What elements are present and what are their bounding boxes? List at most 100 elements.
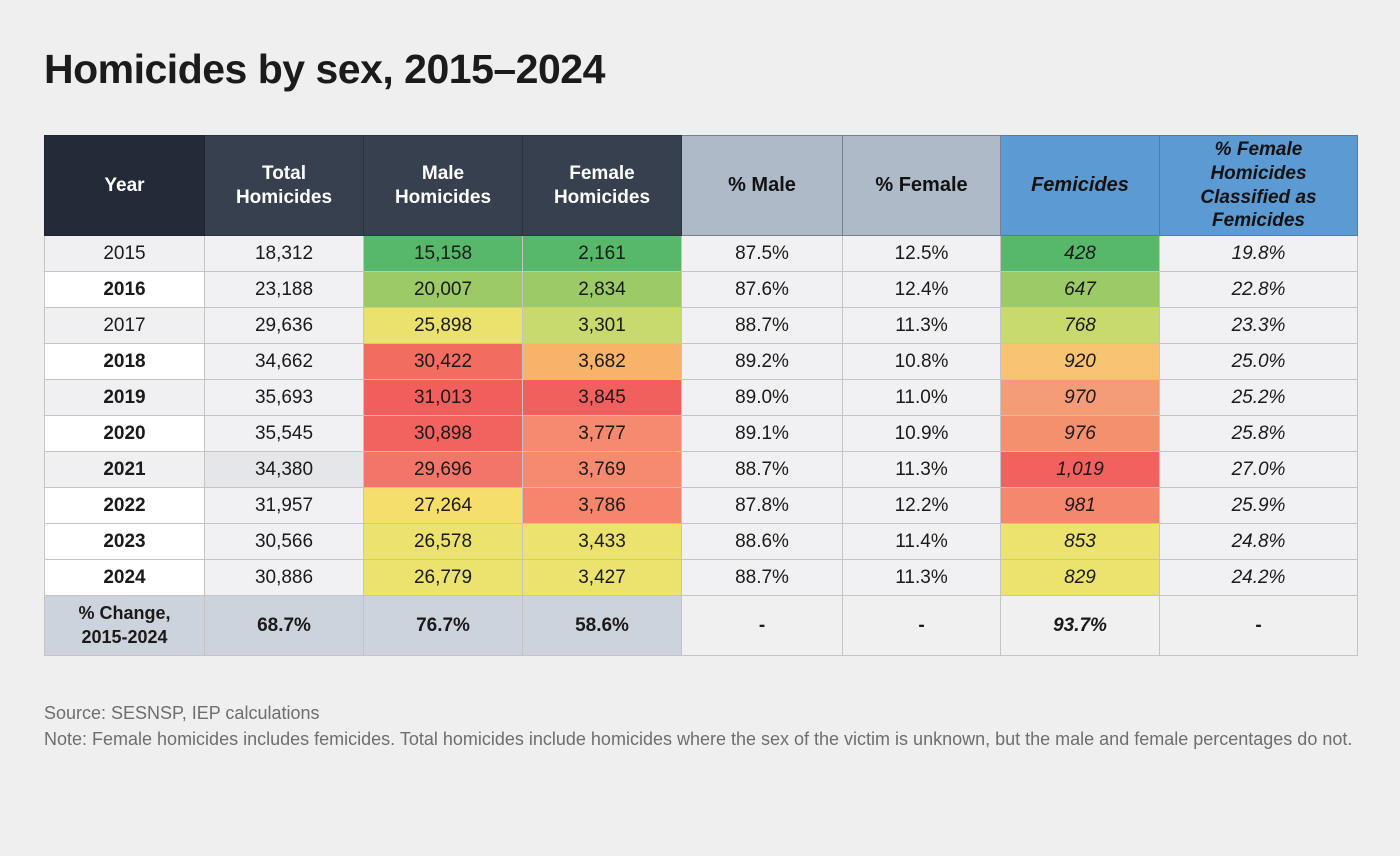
femicides-cell: 976 — [1000, 415, 1160, 452]
male-cell: 26,578 — [363, 523, 523, 560]
col-header-male-homicides: Male Homicides — [363, 135, 523, 236]
header-row: Year Total Homicides Male Homicides Fema… — [44, 135, 1358, 236]
female-cell: 3,427 — [522, 559, 682, 596]
male-cell: 30,422 — [363, 343, 523, 380]
pct-female-cell: 11.0% — [842, 379, 1001, 416]
pct-femicides-cell: 25.8% — [1159, 415, 1358, 452]
table-row: 2019 35,693 31,013 3,845 89.0% 11.0% 970 25.2% — [44, 379, 1358, 416]
total-cell: 34,380 — [204, 451, 364, 488]
male-cell: 31,013 — [363, 379, 523, 416]
table-row: 2015 18,312 15,158 2,161 87.5% 12.5% 428 19.8% — [44, 235, 1358, 272]
pct-femicides-cell: 25.0% — [1159, 343, 1358, 380]
pct-male-cell: 87.6% — [681, 271, 843, 308]
table-row: 2023 30,566 26,578 3,433 88.6% 11.4% 853 24.8% — [44, 523, 1358, 560]
pct-male-cell: 87.8% — [681, 487, 843, 524]
female-cell: 3,301 — [522, 307, 682, 344]
total-cell: 34,662 — [204, 343, 364, 380]
year-cell: 2018 — [44, 343, 205, 380]
male-cell: 25,898 — [363, 307, 523, 344]
col-header-pct-female: % Female — [842, 135, 1001, 236]
year-cell: 2017 — [44, 307, 205, 344]
pct-female-cell: 12.2% — [842, 487, 1001, 524]
year-cell: 2023 — [44, 523, 205, 560]
pct-female-cell: 10.8% — [842, 343, 1001, 380]
pct-female-cell: 10.9% — [842, 415, 1001, 452]
table-row: 2022 31,957 27,264 3,786 87.8% 12.2% 981 25.9% — [44, 487, 1358, 524]
pct-femicides-cell: 23.3% — [1159, 307, 1358, 344]
female-cell: 3,682 — [522, 343, 682, 380]
table-row: 2021 34,380 29,696 3,769 88.7% 11.3% 1,019 27.0… — [44, 451, 1358, 488]
female-cell: 3,769 — [522, 451, 682, 488]
total-cell: 35,693 — [204, 379, 364, 416]
col-header-total-homicides: Total Homicides — [204, 135, 364, 236]
femicides-cell: 920 — [1000, 343, 1160, 380]
col-header-pct-female-homicides-classified: % Female Homicides Classified as Femicid… — [1159, 135, 1358, 236]
pct-femicides-cell: 27.0% — [1159, 451, 1358, 488]
male-cell: 27,264 — [363, 487, 523, 524]
pct-female-cell: 12.4% — [842, 271, 1001, 308]
year-cell: 2020 — [44, 415, 205, 452]
table-row: 2016 23,188 20,007 2,834 87.6% 12.4% 647 22.8% — [44, 271, 1358, 308]
total-cell: 18,312 — [204, 235, 364, 272]
femicides-cell: 768 — [1000, 307, 1160, 344]
female-cell: 3,433 — [522, 523, 682, 560]
change-label-cell: % Change, 2015-2024 — [44, 595, 205, 656]
pct-femicides-cell: 24.8% — [1159, 523, 1358, 560]
pct-female-cell: 11.3% — [842, 559, 1001, 596]
change-row: % Change, 2015-2024 68.7% 76.7% 58.6% - … — [44, 595, 1358, 656]
femicides-cell: 428 — [1000, 235, 1160, 272]
year-cell: 2019 — [44, 379, 205, 416]
page: Homicides by sex, 2015–2024 Year Total H… — [0, 46, 1400, 752]
change-female-cell: 58.6% — [522, 595, 682, 656]
femicides-cell: 829 — [1000, 559, 1160, 596]
change-pct-femicides-cell: - — [1159, 595, 1358, 656]
methodology-note: Note: Female homicides includes femicide… — [44, 729, 1353, 749]
female-cell: 2,161 — [522, 235, 682, 272]
pct-male-cell: 89.1% — [681, 415, 843, 452]
female-cell: 3,777 — [522, 415, 682, 452]
change-male-cell: 76.7% — [363, 595, 523, 656]
pct-male-cell: 87.5% — [681, 235, 843, 272]
pct-femicides-cell: 19.8% — [1159, 235, 1358, 272]
year-cell: 2024 — [44, 559, 205, 596]
col-header-femicides: Femicides — [1000, 135, 1160, 236]
male-cell: 26,779 — [363, 559, 523, 596]
change-pct-female-cell: - — [842, 595, 1001, 656]
table-row: 2020 35,545 30,898 3,777 89.1% 10.9% 976 25.8% — [44, 415, 1358, 452]
homicides-by-sex-table: Year Total Homicides Male Homicides Fema… — [44, 135, 1358, 656]
year-cell: 2022 — [44, 487, 205, 524]
col-header-female-homicides: Female Homicides — [522, 135, 682, 236]
pct-femicides-cell: 25.2% — [1159, 379, 1358, 416]
change-femicides-cell: 93.7% — [1000, 595, 1160, 656]
pct-male-cell: 88.7% — [681, 307, 843, 344]
total-cell: 29,636 — [204, 307, 364, 344]
pct-male-cell: 88.7% — [681, 559, 843, 596]
pct-male-cell: 88.6% — [681, 523, 843, 560]
male-cell: 29,696 — [363, 451, 523, 488]
change-total-cell: 68.7% — [204, 595, 364, 656]
male-cell: 20,007 — [363, 271, 523, 308]
pct-female-cell: 12.5% — [842, 235, 1001, 272]
pct-female-cell: 11.4% — [842, 523, 1001, 560]
total-cell: 30,886 — [204, 559, 364, 596]
table-row: 2024 30,886 26,779 3,427 88.7% 11.3% 829 24.2% — [44, 559, 1358, 596]
female-cell: 2,834 — [522, 271, 682, 308]
femicides-cell: 853 — [1000, 523, 1160, 560]
total-cell: 35,545 — [204, 415, 364, 452]
male-cell: 30,898 — [363, 415, 523, 452]
pct-femicides-cell: 24.2% — [1159, 559, 1358, 596]
total-cell: 23,188 — [204, 271, 364, 308]
col-header-year: Year — [44, 135, 205, 236]
pct-femicides-cell: 25.9% — [1159, 487, 1358, 524]
table-body: 2015 18,312 15,158 2,161 87.5% 12.5% 428 19.8% 2… — [44, 235, 1358, 596]
total-cell: 31,957 — [204, 487, 364, 524]
male-cell: 15,158 — [363, 235, 523, 272]
femicides-cell: 647 — [1000, 271, 1160, 308]
source-note: Source: SESNSP, IEP calculations — [44, 703, 320, 723]
pct-female-cell: 11.3% — [842, 307, 1001, 344]
pct-femicides-cell: 22.8% — [1159, 271, 1358, 308]
femicides-cell: 970 — [1000, 379, 1160, 416]
pct-female-cell: 11.3% — [842, 451, 1001, 488]
col-header-pct-male: % Male — [681, 135, 843, 236]
page-title: Homicides by sex, 2015–2024 — [44, 46, 605, 92]
